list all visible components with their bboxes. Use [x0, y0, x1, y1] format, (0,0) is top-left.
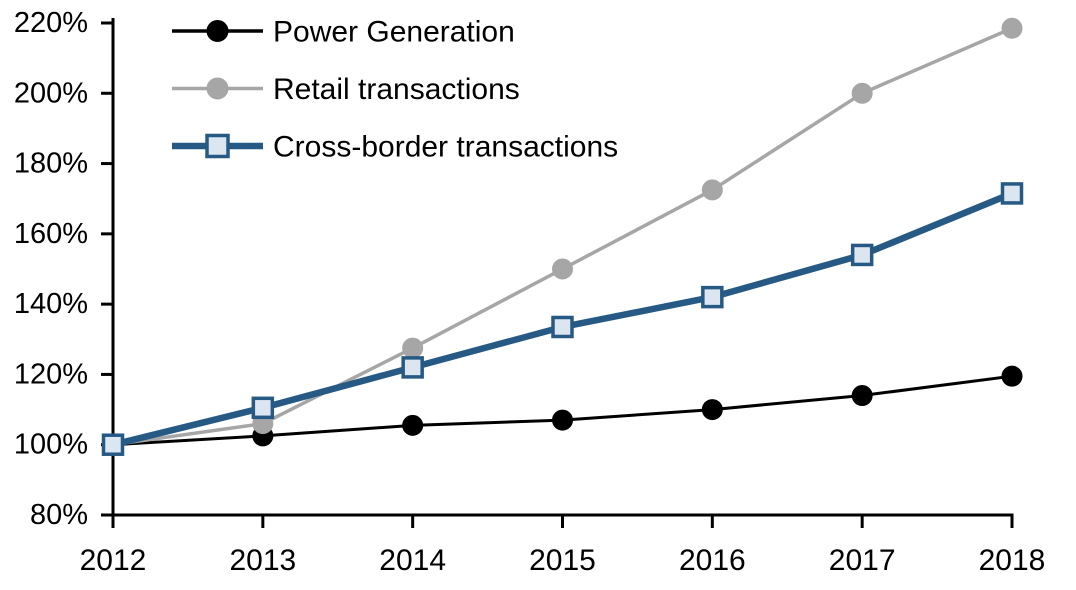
y-tick-label: 180%	[14, 148, 88, 180]
data-point-square	[701, 285, 724, 309]
data-point-circle	[402, 414, 424, 436]
data-point-circle	[701, 399, 723, 421]
data-point-circle	[1001, 365, 1023, 387]
legend-marker-square	[205, 133, 230, 159]
series-lines	[101, 17, 1024, 456]
x-tick-label: 2017	[829, 544, 896, 577]
y-tick-label: 100%	[14, 429, 88, 461]
data-point-circle	[851, 385, 873, 407]
data-point-square	[401, 356, 424, 379]
x-tick-label: 2015	[529, 544, 596, 577]
data-point-square	[251, 396, 275, 420]
data-point-square	[551, 315, 574, 339]
data-point-square	[1000, 182, 1024, 205]
legend-label: Retail transactions	[273, 73, 520, 106]
legend-item-retail-transactions: Retail transactions	[172, 73, 520, 106]
y-tick-label: 160%	[14, 218, 88, 250]
y-tick-label: 120%	[14, 358, 88, 390]
x-tick-label: 2012	[80, 544, 147, 577]
x-tick-label: 2016	[679, 544, 746, 577]
x-tick-label: 2018	[979, 544, 1046, 577]
data-point-circle	[1001, 17, 1023, 39]
data-point-square	[101, 433, 125, 456]
axes: 80% 100% 120% 140% 160% 180% 200% 220% 2012 2013 2…	[14, 7, 1046, 577]
legend-marker-circle	[206, 20, 229, 42]
y-tick-label: 200%	[14, 77, 88, 109]
data-point-circle	[701, 179, 723, 201]
legend-marker-circle	[206, 77, 229, 100]
data-point-circle	[402, 337, 424, 359]
x-tick-label: 2013	[229, 544, 296, 577]
legend-item-cross-border-transactions: Cross-border transactions	[172, 131, 618, 164]
data-point-circle	[851, 82, 873, 104]
legend-item-power-generation: Power Generation	[172, 16, 515, 49]
legend-label: Power Generation	[273, 16, 515, 49]
series-cross-border-transactions	[101, 182, 1024, 456]
legend-label: Cross-border transactions	[273, 131, 618, 164]
data-point-circle	[552, 409, 573, 431]
x-tick-label: 2014	[379, 544, 446, 577]
y-tick-label: 220%	[14, 7, 88, 39]
data-point-circle	[552, 258, 573, 280]
data-point-square	[850, 243, 874, 267]
legend: Power Generation Retail transactions Cross…	[172, 16, 618, 164]
y-tick-label: 140%	[14, 288, 88, 320]
y-tick-label: 80%	[30, 499, 88, 531]
series-retail-transactions	[102, 17, 1023, 456]
